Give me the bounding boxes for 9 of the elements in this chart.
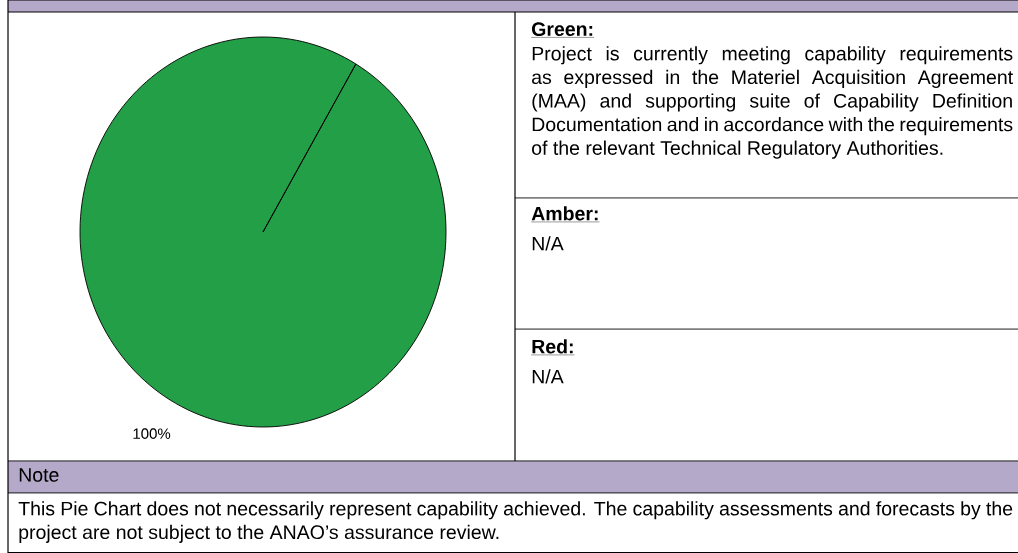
text: N/A	[532, 369, 564, 384]
data-label: 100%	[133, 428, 171, 439]
text: Green:	[532, 22, 593, 36]
text: N/A	[532, 236, 564, 251]
text: Amber:	[531, 206, 598, 221]
text: Note	[19, 468, 59, 482]
text: Project is currently meeting capability requirements as expressed in the Materiel Acquisition Agreement (MAA) and supporting suite of Capability Definition Documentation and in accordance with the requirements of the relevant Technical Regulatory Authorities.	[532, 46, 1013, 159]
text: Red:	[532, 339, 573, 354]
text: This Pie Chart does not necessarily represent capability achieved. The capability assessments and forecasts by the project are not subject to the ANAO’s assurance review.	[18, 501, 1013, 543]
